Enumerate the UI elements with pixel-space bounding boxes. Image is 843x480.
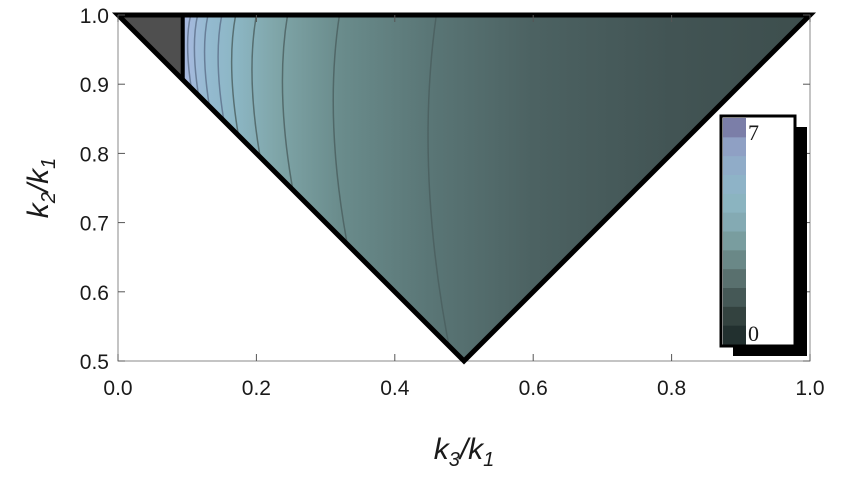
x-tick-label: 0.2 (242, 377, 271, 400)
region-boundary (111, 12, 817, 365)
x-tick-label: 1.0 (795, 377, 824, 400)
colorbar-swatch (723, 136, 746, 157)
colorbar-swatch (723, 212, 746, 232)
colorbar-swatch (723, 231, 746, 251)
y-tick-label: 0.7 (80, 213, 109, 236)
colorbar-swatch (723, 287, 746, 307)
x-tick-label: 0.4 (380, 377, 410, 400)
contour-line (427, 15, 453, 361)
y-tick-label: 0.5 (80, 351, 109, 374)
colorbar-swatch (723, 155, 746, 175)
y-tick-label: 0.8 (80, 143, 109, 166)
y-tick-label: 0.9 (80, 74, 109, 97)
colorbar-swatch (723, 306, 746, 326)
colorbar-swatch (723, 118, 746, 138)
colorbar-swatches (723, 118, 746, 345)
colorbar-max-label: 7 (748, 120, 759, 145)
y-tick-label: 1.0 (80, 5, 109, 28)
y-axis-label: k2/k1 (22, 158, 60, 219)
colorbar-legend: 7 0 (719, 114, 807, 356)
x-axis-ticks: 0.0 0.2 0.4 0.6 0.8 1.0 (103, 15, 825, 400)
y-tick-label: 0.6 (80, 282, 109, 305)
x-axis-label: k3/k1 (434, 433, 495, 471)
colorbar-swatch (723, 174, 746, 194)
contour-line (281, 15, 298, 213)
x-tick-label: 0.0 (103, 377, 132, 400)
colorbar-swatch (723, 325, 746, 345)
colorbar-swatch (723, 249, 746, 270)
x-tick-label: 0.8 (657, 377, 686, 400)
contour-line (332, 15, 352, 265)
colorbar-swatch (723, 268, 746, 288)
colorbar-min-label: 0 (748, 321, 759, 346)
y-axis-ticks: 0.5 0.6 0.7 0.8 0.9 1.0 (80, 5, 810, 374)
x-tick-label: 0.6 (519, 377, 548, 400)
colorbar-swatch (723, 193, 746, 213)
